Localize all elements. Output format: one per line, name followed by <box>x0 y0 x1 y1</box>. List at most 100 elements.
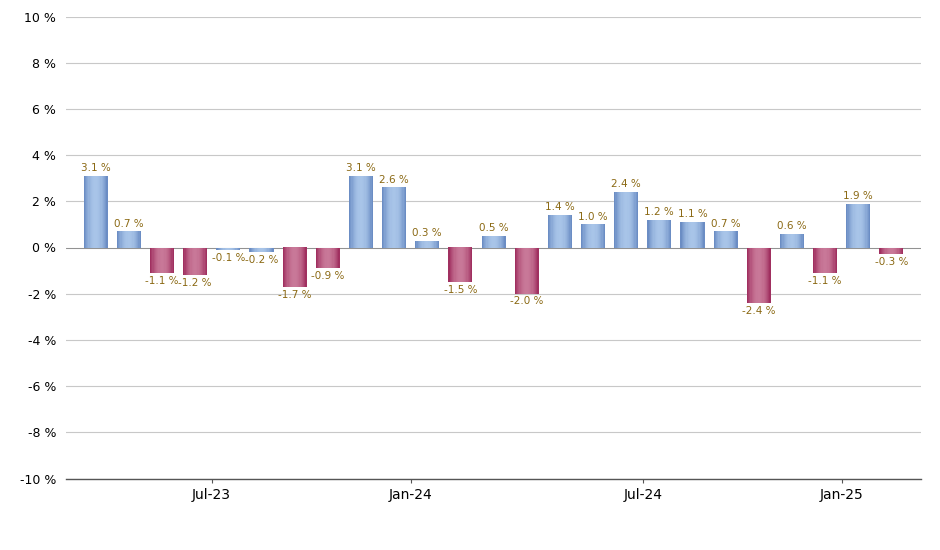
Bar <box>417 240 419 248</box>
Bar <box>858 204 859 248</box>
Bar <box>536 248 538 294</box>
Bar <box>561 215 562 248</box>
Bar <box>800 234 802 248</box>
Bar <box>415 240 416 248</box>
Bar <box>234 248 236 250</box>
Text: 0.5 %: 0.5 % <box>478 223 509 233</box>
Bar <box>230 248 232 250</box>
Bar <box>171 248 173 273</box>
Bar <box>249 248 251 252</box>
Bar <box>166 248 168 273</box>
Bar <box>697 222 698 248</box>
Bar <box>400 188 401 248</box>
Bar <box>118 232 119 248</box>
Bar <box>201 248 202 275</box>
Bar <box>433 240 434 248</box>
Bar <box>469 248 470 282</box>
Bar <box>703 222 705 248</box>
Bar <box>750 248 752 303</box>
Bar <box>557 215 558 248</box>
Bar <box>789 234 790 248</box>
Bar <box>762 248 763 303</box>
Bar <box>285 248 287 287</box>
Bar <box>284 248 285 287</box>
Bar <box>465 248 466 282</box>
Bar <box>316 248 317 268</box>
Bar <box>702 222 703 248</box>
Bar <box>168 248 169 273</box>
Bar <box>752 248 753 303</box>
Bar <box>471 248 473 282</box>
Bar <box>271 248 273 252</box>
Bar <box>126 232 128 248</box>
Bar <box>699 222 701 248</box>
Bar <box>425 240 426 248</box>
Text: -0.2 %: -0.2 % <box>244 255 278 265</box>
Bar <box>729 232 730 248</box>
Bar <box>855 204 857 248</box>
Bar <box>499 236 501 248</box>
Bar <box>119 232 120 248</box>
Bar <box>385 188 387 248</box>
Bar <box>757 248 758 303</box>
Bar <box>367 176 368 248</box>
Bar <box>736 232 738 248</box>
Bar <box>571 215 572 248</box>
Bar <box>823 248 825 273</box>
Bar <box>785 234 786 248</box>
Bar <box>793 234 794 248</box>
Bar <box>550 215 552 248</box>
Bar <box>618 192 619 248</box>
Bar <box>730 232 731 248</box>
Bar <box>657 220 658 248</box>
Bar <box>106 176 108 248</box>
Bar <box>696 222 697 248</box>
Bar <box>614 192 616 248</box>
Bar <box>160 248 161 273</box>
Bar <box>864 204 866 248</box>
Bar <box>894 248 895 255</box>
Bar <box>869 204 870 248</box>
Bar <box>251 248 252 252</box>
Bar <box>717 232 718 248</box>
Bar <box>260 248 261 252</box>
Bar <box>283 248 284 287</box>
Bar <box>802 234 803 248</box>
Bar <box>437 240 438 248</box>
Bar <box>770 248 771 303</box>
Text: 0.6 %: 0.6 % <box>777 221 807 231</box>
Bar <box>239 248 241 250</box>
Bar <box>749 248 750 303</box>
Bar <box>753 248 754 303</box>
Bar <box>693 222 694 248</box>
Text: -1.1 %: -1.1 % <box>145 276 179 285</box>
Bar <box>533 248 534 294</box>
Bar <box>222 248 224 250</box>
Bar <box>330 248 332 268</box>
Bar <box>760 248 761 303</box>
Bar <box>827 248 829 273</box>
Bar <box>392 188 393 248</box>
Bar <box>593 224 594 248</box>
Text: 1.1 %: 1.1 % <box>678 210 707 219</box>
Bar <box>491 236 493 248</box>
Bar <box>588 224 589 248</box>
Text: -2.0 %: -2.0 % <box>510 296 543 306</box>
Bar <box>900 248 901 255</box>
Bar <box>731 232 733 248</box>
Bar <box>325 248 327 268</box>
Bar <box>625 192 626 248</box>
Bar <box>634 192 635 248</box>
Bar <box>630 192 631 248</box>
Bar <box>200 248 201 275</box>
Bar <box>664 220 666 248</box>
Bar <box>454 248 456 282</box>
Bar <box>326 248 328 268</box>
Bar <box>258 248 259 252</box>
Bar <box>728 232 729 248</box>
Bar <box>896 248 898 255</box>
Bar <box>288 248 289 287</box>
Bar <box>538 248 539 294</box>
Bar <box>484 236 485 248</box>
Bar <box>132 232 133 248</box>
